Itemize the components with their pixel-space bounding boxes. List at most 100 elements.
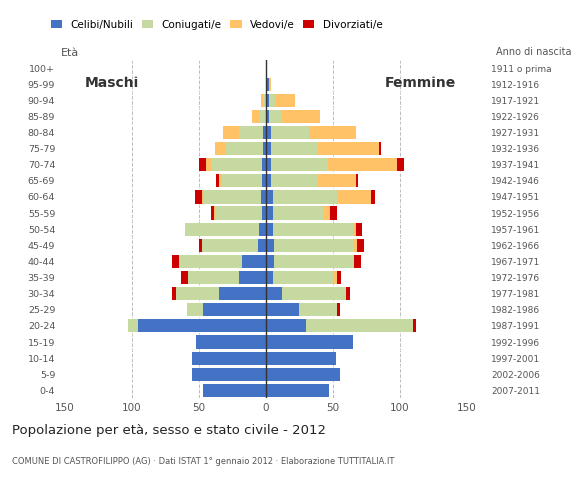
Bar — [179, 255, 242, 268]
Bar — [195, 191, 201, 204]
Bar — [215, 142, 226, 155]
Bar — [266, 351, 336, 365]
Bar — [266, 384, 329, 397]
Legend: Celibi/Nubili, Coniugati/e, Vedovi/e, Divorziati/e: Celibi/Nubili, Coniugati/e, Vedovi/e, Di… — [51, 20, 383, 30]
Bar — [324, 206, 330, 220]
Bar — [239, 126, 263, 139]
Bar — [266, 271, 273, 284]
Bar — [282, 110, 320, 123]
Bar — [337, 271, 341, 284]
Text: Maschi: Maschi — [85, 76, 139, 90]
Bar — [330, 206, 337, 220]
Bar — [260, 191, 266, 204]
Bar — [182, 271, 188, 284]
Bar — [266, 94, 269, 107]
Bar — [216, 174, 219, 188]
Bar — [274, 255, 354, 268]
Bar — [176, 287, 219, 300]
Bar — [262, 174, 266, 188]
Bar — [226, 142, 263, 155]
Bar — [306, 319, 414, 333]
Bar — [328, 158, 397, 171]
Bar — [354, 255, 361, 268]
Bar — [266, 336, 353, 348]
Bar — [172, 287, 176, 300]
Bar — [266, 239, 274, 252]
Bar — [201, 191, 204, 204]
Bar — [199, 239, 201, 252]
Bar — [266, 126, 271, 139]
Bar — [269, 78, 271, 91]
Bar — [353, 223, 356, 236]
Bar — [414, 319, 416, 333]
Bar — [259, 223, 266, 236]
Bar — [259, 110, 266, 123]
Bar — [213, 206, 216, 220]
Bar — [274, 239, 354, 252]
Bar — [299, 303, 337, 316]
Bar — [266, 319, 306, 333]
Bar — [266, 287, 282, 300]
Bar — [356, 223, 362, 236]
Bar — [271, 158, 328, 171]
Bar — [357, 239, 364, 252]
Bar — [266, 142, 271, 155]
Bar — [242, 255, 266, 268]
Bar — [266, 110, 269, 123]
Bar — [203, 303, 266, 316]
Bar — [196, 336, 266, 348]
Bar — [192, 368, 266, 381]
Bar — [271, 174, 318, 188]
Bar — [273, 206, 324, 220]
Bar — [128, 319, 139, 333]
Bar — [397, 158, 404, 171]
Bar — [203, 384, 266, 397]
Bar — [199, 158, 205, 171]
Bar — [139, 319, 266, 333]
Bar — [337, 303, 340, 316]
Bar — [333, 271, 337, 284]
Bar — [266, 206, 273, 220]
Bar — [266, 78, 269, 91]
Bar — [273, 223, 353, 236]
Bar — [266, 223, 273, 236]
Bar — [266, 368, 340, 381]
Bar — [346, 287, 350, 300]
Bar — [211, 158, 262, 171]
Bar — [258, 239, 266, 252]
Bar — [379, 142, 381, 155]
Bar — [219, 287, 266, 300]
Bar — [263, 126, 266, 139]
Bar — [263, 142, 266, 155]
Bar — [205, 158, 211, 171]
Bar — [239, 271, 266, 284]
Bar — [222, 174, 262, 188]
Bar — [337, 191, 371, 204]
Bar — [263, 94, 266, 107]
Bar — [219, 174, 222, 188]
Bar — [356, 174, 358, 188]
Bar — [192, 351, 266, 365]
Bar — [318, 174, 356, 188]
Bar — [211, 206, 213, 220]
Bar — [204, 191, 260, 204]
Bar — [188, 271, 239, 284]
Bar — [262, 158, 266, 171]
Text: Età: Età — [61, 48, 79, 59]
Bar — [271, 142, 318, 155]
Bar — [276, 94, 295, 107]
Bar — [269, 94, 276, 107]
Text: Popolazione per età, sesso e stato civile - 2012: Popolazione per età, sesso e stato civil… — [12, 424, 325, 437]
Bar — [309, 126, 356, 139]
Bar — [354, 239, 357, 252]
Text: Femmine: Femmine — [385, 76, 456, 90]
Text: Anno di nascita: Anno di nascita — [496, 47, 571, 57]
Bar — [172, 255, 179, 268]
Bar — [266, 303, 299, 316]
Text: COMUNE DI CASTROFILIPPO (AG) · Dati ISTAT 1° gennaio 2012 · Elaborazione TUTTITA: COMUNE DI CASTROFILIPPO (AG) · Dati ISTA… — [12, 457, 394, 466]
Bar — [186, 223, 259, 236]
Bar — [271, 126, 309, 139]
Bar — [269, 110, 282, 123]
Bar — [262, 206, 266, 220]
Bar — [266, 174, 271, 188]
